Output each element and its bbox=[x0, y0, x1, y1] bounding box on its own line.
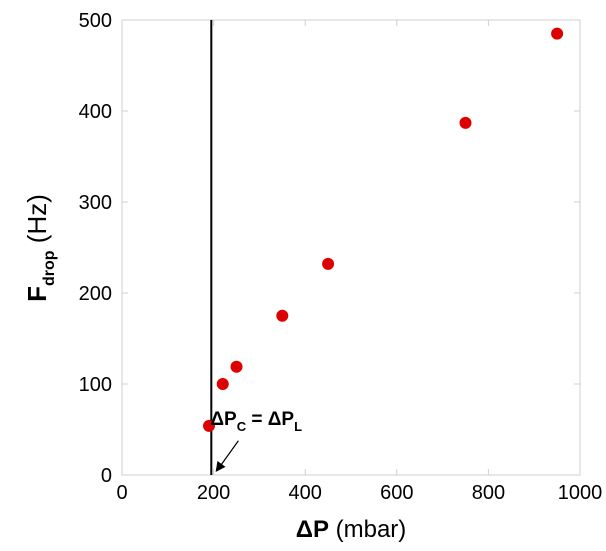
x-tick-label: 0 bbox=[116, 482, 127, 504]
annotation-label-sub-l: L bbox=[294, 419, 302, 434]
data-point bbox=[322, 257, 335, 270]
y-tick-label: 0 bbox=[101, 465, 112, 487]
plot-frame bbox=[121, 19, 581, 476]
data-points bbox=[203, 27, 564, 432]
annotation-label-delta-pl: = ΔP bbox=[246, 409, 294, 430]
y-axis-label-unit: (Hz) bbox=[22, 194, 52, 250]
y-axis-label-main: F bbox=[22, 286, 52, 302]
data-point bbox=[203, 419, 216, 432]
annotation-label: ΔPC = ΔPL bbox=[210, 409, 302, 434]
annotation-label-delta-pc: ΔP bbox=[210, 409, 237, 430]
x-tick-label: 600 bbox=[380, 482, 413, 504]
x-axis-ticks: 0 200 400 600 800 1000 bbox=[116, 20, 602, 504]
y-axis-label: Fdrop (Hz) bbox=[22, 194, 58, 302]
data-point bbox=[230, 360, 243, 373]
x-axis-label-main: ΔP bbox=[296, 516, 329, 543]
plot-border bbox=[121, 19, 581, 476]
data-point bbox=[551, 27, 564, 40]
annotation-arrow-head bbox=[215, 460, 226, 472]
data-point bbox=[216, 378, 229, 390]
annotation: ΔPC = ΔPL bbox=[210, 409, 302, 472]
x-tick-label: 400 bbox=[289, 482, 322, 504]
y-tick-label: 300 bbox=[79, 192, 112, 214]
x-tick-label: 1000 bbox=[558, 482, 603, 504]
y-tick-label: 500 bbox=[79, 10, 112, 32]
x-axis-label: ΔP (mbar) bbox=[296, 516, 407, 543]
x-axis-label-unit: (mbar) bbox=[329, 516, 406, 543]
data-point bbox=[459, 116, 472, 129]
annotation-arrow-line bbox=[219, 440, 239, 468]
y-tick-label: 100 bbox=[79, 374, 112, 396]
y-axis-label-sub: drop bbox=[41, 250, 58, 286]
y-tick-label: 400 bbox=[79, 101, 112, 123]
x-tick-label: 800 bbox=[472, 482, 505, 504]
annotation-label-sub-c: C bbox=[237, 419, 247, 434]
x-tick-label: 200 bbox=[197, 482, 230, 504]
y-axis-ticks: 0 100 200 300 400 500 bbox=[79, 10, 580, 487]
data-point bbox=[276, 309, 289, 322]
y-tick-label: 200 bbox=[79, 283, 112, 305]
